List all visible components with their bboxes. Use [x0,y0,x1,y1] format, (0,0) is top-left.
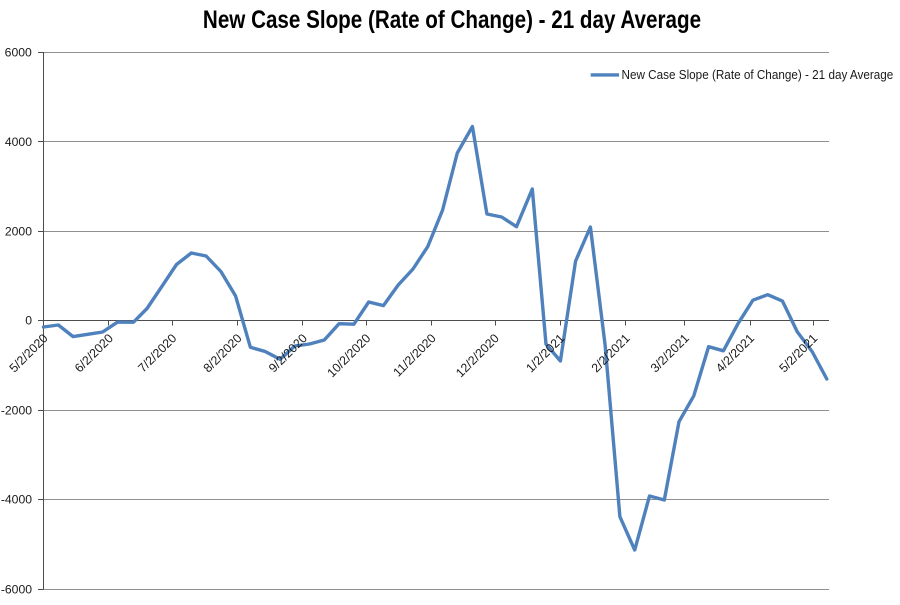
svg-text:-4000: -4000 [1,493,32,507]
svg-text:New Case Slope (Rate of Change: New Case Slope (Rate of Change) - 21 day… [622,68,894,82]
svg-text:-6000: -6000 [1,583,32,597]
svg-text:New Case Slope (Rate of Change: New Case Slope (Rate of Change) - 21 day… [203,5,701,33]
svg-text:6000: 6000 [5,45,32,59]
svg-text:0: 0 [25,314,32,328]
svg-text:2000: 2000 [5,225,32,239]
svg-text:4000: 4000 [5,135,32,149]
svg-text:-2000: -2000 [1,404,32,418]
